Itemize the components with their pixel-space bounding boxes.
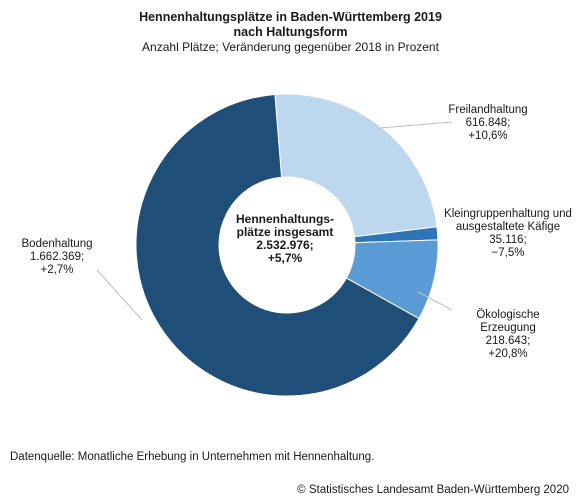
slice-label-line: 1.662.369; — [30, 251, 84, 263]
leader-line-freilandhaltung — [379, 121, 453, 129]
slice-label-line: +20,8% — [488, 348, 527, 360]
slice-label-line: Freilandhaltung — [448, 104, 527, 116]
leader-line-oekologische-erzeugung — [417, 291, 453, 311]
slice-label-freilandhaltung: Freilandhaltung 616.848; +10,6% — [448, 104, 527, 142]
slice-label-line: Erzeugung — [480, 322, 536, 334]
chart-header: Hennenhaltungsplätze in Baden-Württember… — [0, 10, 581, 55]
slice-label-oekologische-erzeugung: Ökologische Erzeugung 218.643; +20,8% — [476, 309, 539, 360]
slice-label-line: 218.643; — [486, 335, 531, 347]
center-total-line: Hennenhaltungs- — [236, 212, 334, 226]
slice-freilandhaltung — [274, 93, 438, 238]
slice-label-line: 35.116; — [489, 234, 527, 246]
slice-label-line: Kleingruppenhaltung und — [444, 208, 572, 220]
copyright-notice: © Statistisches Landesamt Baden-Württemb… — [297, 484, 569, 496]
slice-label-line: Ökologische — [476, 309, 539, 321]
slice-label-line: 616.848; — [466, 117, 511, 129]
data-source-note: Datenquelle: Monatliche Erhebung in Unte… — [10, 451, 375, 463]
slice-label-line: −7,5% — [492, 247, 525, 259]
chart-title-line2: nach Haltungsform — [233, 25, 348, 39]
chart-subtitle: Anzahl Plätze; Veränderung gegenüber 201… — [142, 40, 439, 54]
slice-label-kleingruppenhaltung-und-ausgestaltete-kaefige: Kleingruppenhaltung und ausgestaltete Käf… — [444, 208, 572, 259]
slice-label-bodenhaltung: Bodenhaltung 1.662.369; +2,7% — [22, 238, 93, 276]
slice-label-line: +2,7% — [41, 264, 74, 276]
center-total-line: 2.532.976; — [256, 238, 313, 252]
center-total-label: Hennenhaltungs-plätze insgesamt 2.532.976… — [236, 212, 334, 265]
slice-label-line: ausgestaltete Käfige — [456, 221, 560, 233]
center-total-line: plätze insgesamt — [237, 225, 334, 239]
slice-bodenhaltung — [135, 93, 420, 397]
chart-title-line1: Hennenhaltungsplätze in Baden-Württember… — [139, 10, 442, 24]
slice-label-line: Bodenhaltung — [22, 238, 93, 250]
center-total-line: +5,7% — [268, 251, 303, 265]
slice-label-line: +10,6% — [468, 130, 507, 142]
leader-line-bodenhaltung — [96, 269, 143, 321]
